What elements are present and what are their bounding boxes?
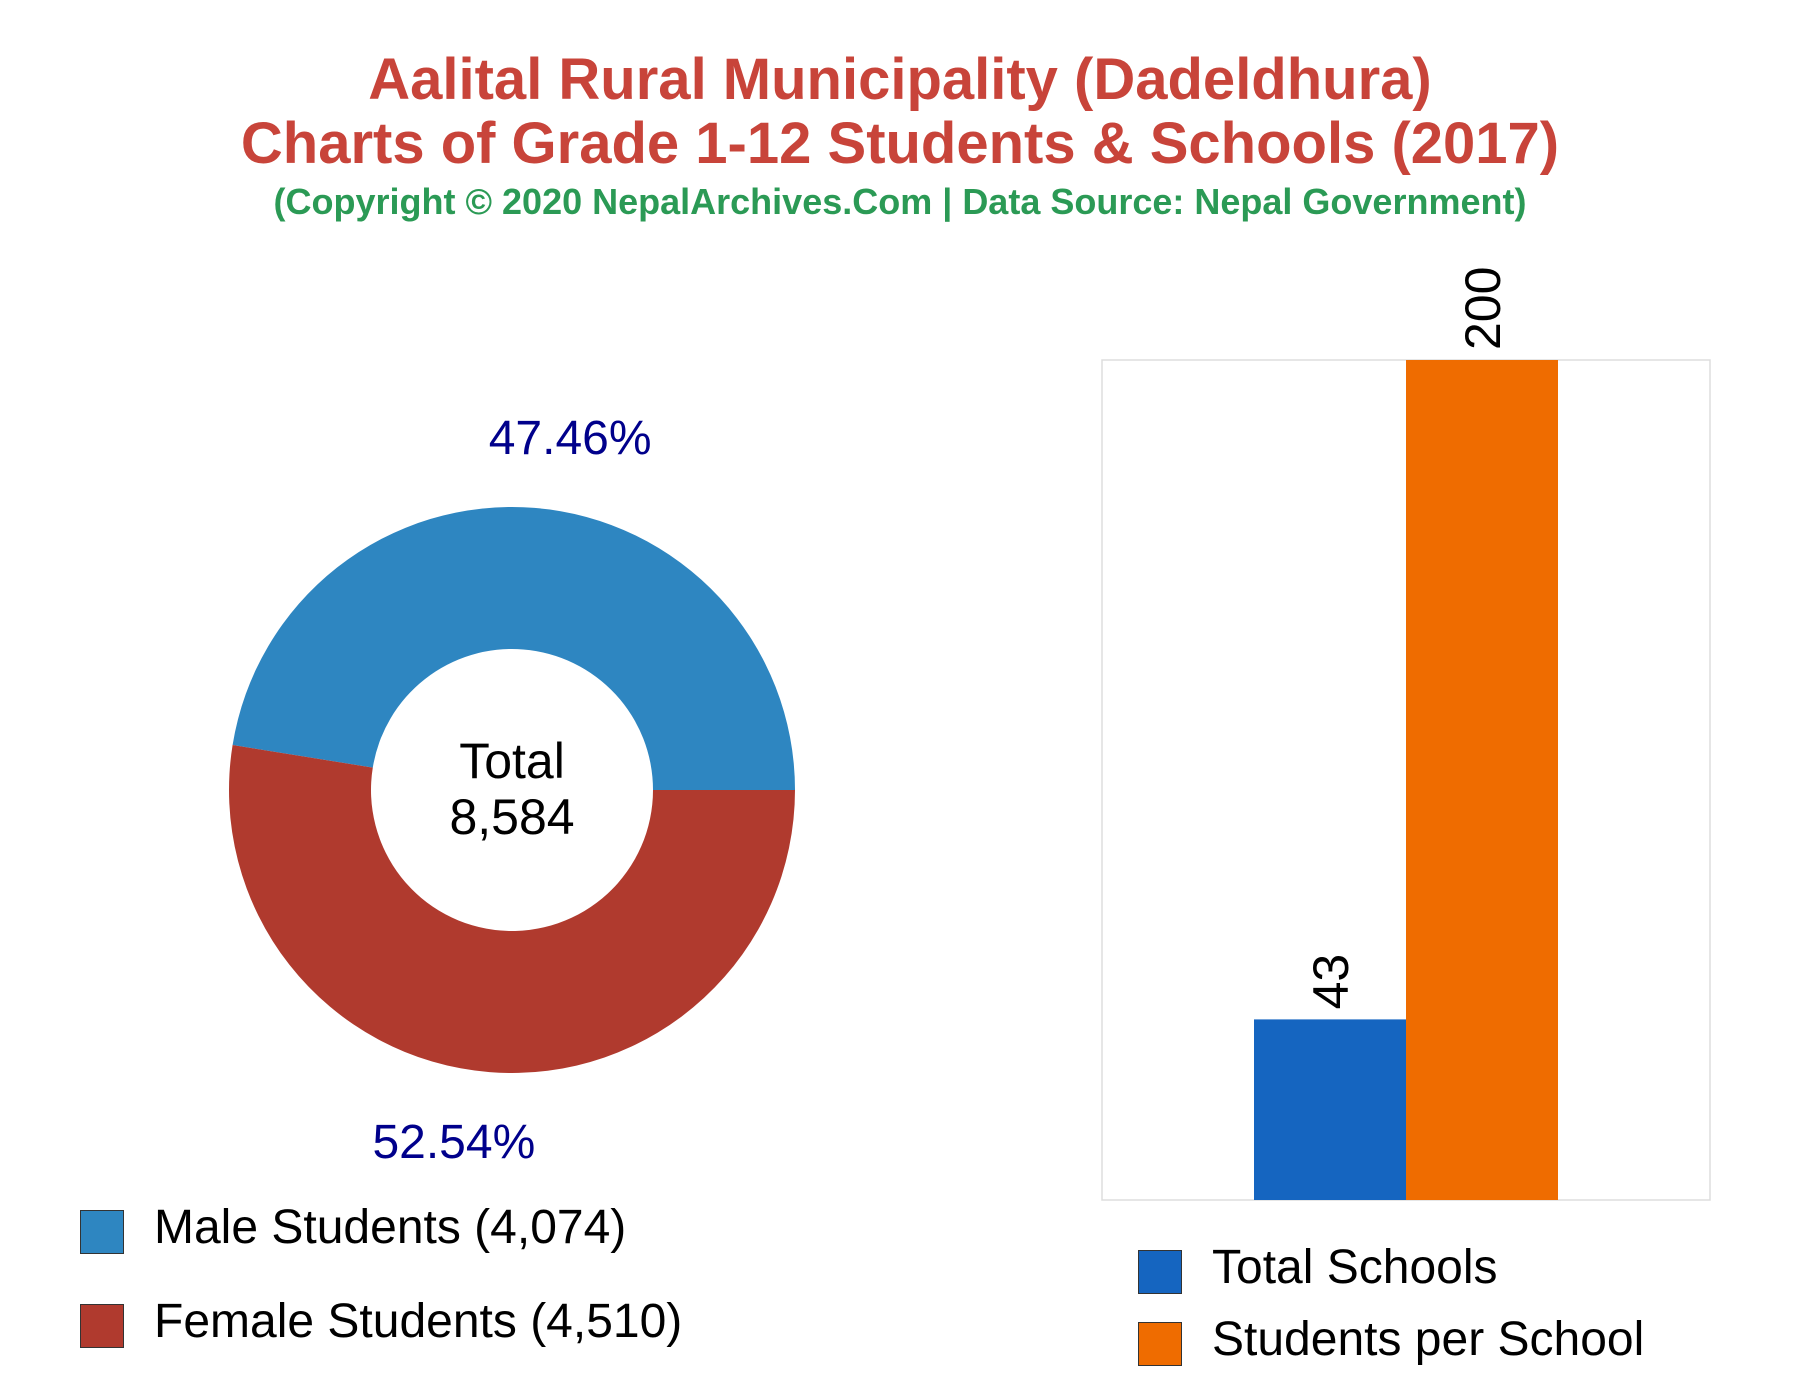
bar-chart: 43 200 xyxy=(1101,267,1711,1201)
donut-percent-label-female: 52.54% xyxy=(372,1116,535,1169)
legend-swatch-total-schools xyxy=(1138,1250,1182,1294)
legend-label-students-per-school: Students per School xyxy=(1212,1313,1645,1366)
bar-value-label-total-schools: 43 xyxy=(1303,954,1359,1010)
legend-swatch-students-per-school xyxy=(1138,1322,1182,1366)
chart-title-line-1: Aalital Rural Municipality (Dadeldhura) xyxy=(368,47,1432,112)
donut-center-value: 8,584 xyxy=(449,789,574,845)
bar-total-schools xyxy=(1254,1019,1406,1200)
chart-title-line-2: Charts of Grade 1-12 Students & Schools … xyxy=(240,111,1560,176)
legend-swatch-male xyxy=(80,1210,124,1254)
donut-percent-label-male: 47.46% xyxy=(489,412,652,465)
donut-slice-female xyxy=(229,745,795,1073)
legend-swatch-female xyxy=(80,1304,124,1348)
legend-label-total-schools: Total Schools xyxy=(1212,1241,1498,1294)
legend-label-male: Male Students (4,074) xyxy=(154,1201,627,1254)
legend-label-female: Female Students (4,510) xyxy=(154,1295,683,1348)
chart-subtitle: (Copyright © 2020 NepalArchives.Com | Da… xyxy=(273,181,1527,222)
chart-header: Aalital Rural Municipality (Dadeldhura) … xyxy=(0,48,1800,224)
bar-students-per-school xyxy=(1406,360,1558,1200)
donut-center-label: Total xyxy=(459,733,565,789)
bar-value-label-students-per-school: 200 xyxy=(1455,267,1511,350)
donut-slice-male xyxy=(232,506,796,790)
